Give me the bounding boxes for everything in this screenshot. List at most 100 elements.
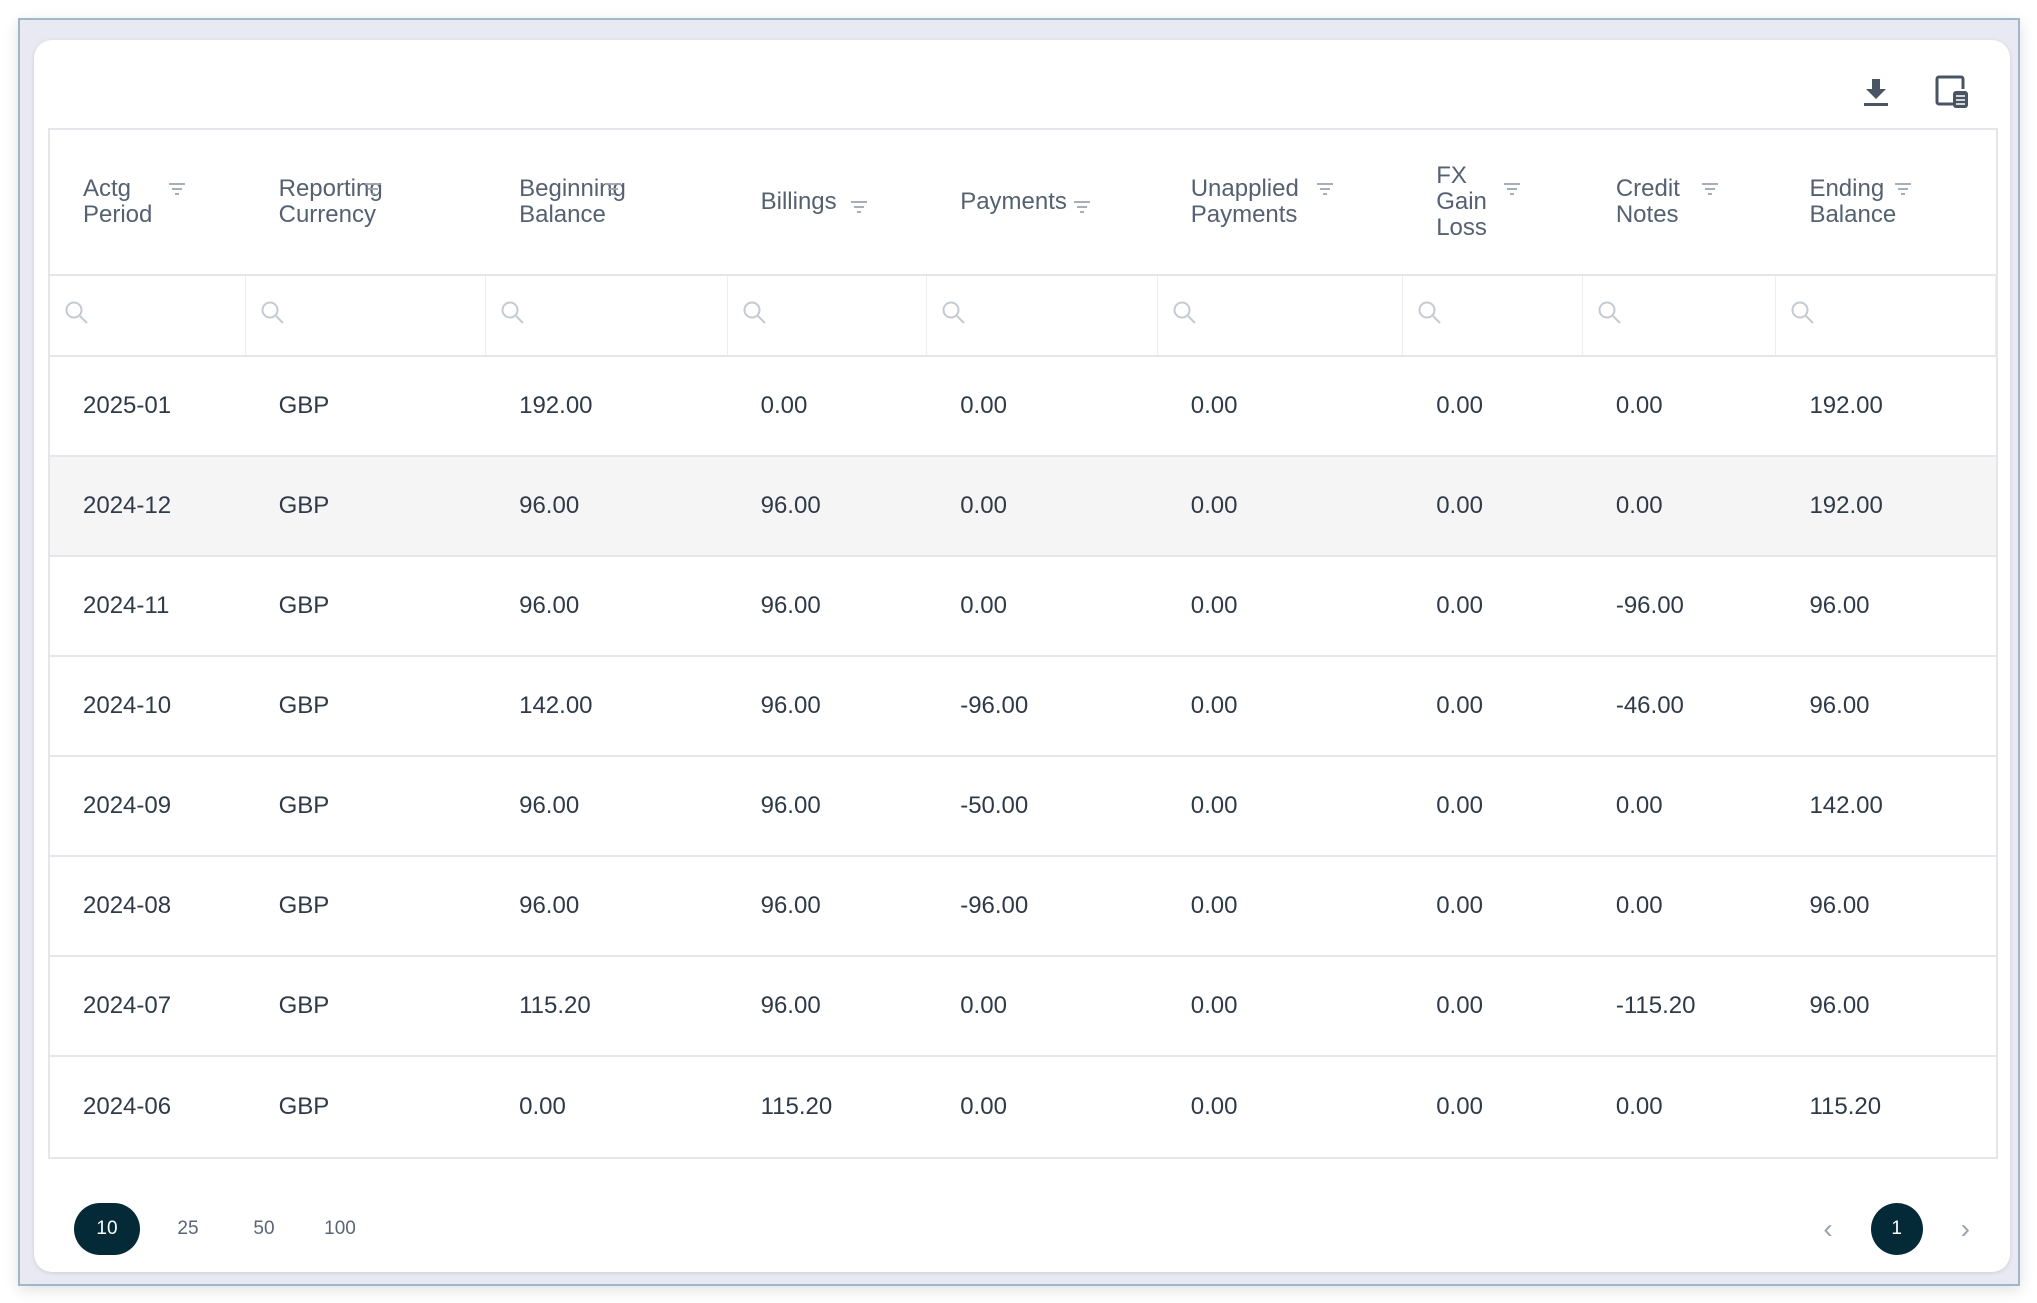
column-search-input[interactable] [927, 276, 1158, 355]
table-cell: 96.00 [1809, 692, 1870, 719]
table-row[interactable]: 2024-08 GBP 96.00 96.00 -96.00 0.00 0.00 0.00 96… [50, 857, 1996, 957]
search-icon [1417, 300, 1443, 331]
column-header[interactable]: FX Gain Loss [1403, 130, 1583, 274]
table-cell: 0.00 [1436, 792, 1483, 819]
column-header[interactable]: Beginning Balance [486, 130, 728, 274]
table-cell: -96.00 [1615, 592, 1684, 619]
column-header[interactable]: Billings [728, 130, 928, 274]
next-page-icon[interactable]: › [1960, 1213, 1970, 1244]
table-cell: 115.20 [1809, 1093, 1882, 1120]
column-settings-icon[interactable] [1934, 74, 1970, 115]
column-header[interactable]: Actg Period [50, 130, 246, 274]
column-header[interactable]: Payments [927, 130, 1158, 274]
column-search-input[interactable] [1403, 276, 1583, 355]
table-cell: 0.00 [1436, 1093, 1483, 1120]
table-row[interactable]: 2025-01 GBP 192.00 0.00 0.00 0.00 0.00 0.00 192.… [50, 357, 1996, 457]
table-cell: 0.00 [1436, 692, 1483, 719]
table-cell: -115.20 [1615, 992, 1696, 1019]
table-row[interactable]: 2024-06 GBP 0.00 115.20 0.00 0.00 0.00 0.00 115.… [50, 1057, 1996, 1157]
download-icon[interactable] [1862, 77, 1890, 112]
search-icon [260, 300, 286, 331]
table-cell: 0.00 [960, 992, 1007, 1019]
column-header[interactable]: Credit Notes [1583, 130, 1777, 274]
table-cell: 2024-08 [83, 892, 172, 919]
table-cell: 0.00 [1190, 992, 1238, 1019]
column-header[interactable]: Unapplied Payments [1158, 130, 1403, 274]
column-header-label: Credit Notes [1615, 175, 1680, 228]
column-header-label: Reporting Currency [278, 175, 383, 228]
column-header-label: Billings [760, 188, 837, 215]
table-cell: GBP [278, 592, 330, 619]
table-cell: GBP [278, 1093, 330, 1120]
table-cell: 0.00 [1190, 692, 1238, 719]
table-cell: 192.00 [1809, 492, 1883, 519]
page-size-option[interactable]: 50 [253, 1218, 275, 1239]
table-cell: 0.00 [1615, 392, 1663, 419]
data-table: Actg Period Reporting Currency Beginning B… [48, 128, 1998, 1159]
table-cell: 0.00 [1190, 1093, 1238, 1120]
filter-icon[interactable] [1894, 176, 1912, 202]
prev-page-icon[interactable]: ‹ [1823, 1213, 1833, 1244]
table-cell: 192.00 [519, 392, 593, 419]
column-header[interactable]: Reporting Currency [246, 130, 487, 274]
filter-icon[interactable] [1701, 176, 1719, 202]
filter-icon[interactable] [1503, 176, 1521, 202]
table-cell: 192.00 [1809, 392, 1883, 419]
column-search-input[interactable] [728, 276, 928, 355]
search-icon [64, 300, 90, 331]
filter-icon[interactable] [168, 176, 186, 202]
page-size-option[interactable]: 100 [324, 1218, 356, 1239]
table-cell: 0.00 [760, 392, 808, 419]
table-cell: -46.00 [1615, 692, 1684, 719]
table-cell: 96.00 [519, 592, 580, 619]
table-row[interactable]: 2024-09 GBP 96.00 96.00 -50.00 0.00 0.00 0.00 14… [50, 757, 1996, 857]
table-cell: 0.00 [1190, 592, 1238, 619]
page-button[interactable]: 1 [1870, 1203, 1923, 1255]
table-row[interactable]: 2024-12 GBP 96.00 96.00 0.00 0.00 0.00 0.00 192.… [50, 457, 1996, 557]
column-header[interactable]: Ending Balance [1776, 130, 1996, 274]
page-size-selector: 10 25 50 100 [74, 1203, 378, 1255]
search-row [50, 276, 1996, 357]
table-cell: 96.00 [760, 592, 821, 619]
table-cell: 0.00 [1615, 1093, 1663, 1120]
table-cell: 2024-12 [83, 492, 172, 519]
table-card: Actg Period Reporting Currency Beginning B… [34, 40, 2010, 1272]
table-cell: 0.00 [1190, 892, 1238, 919]
page-size-option[interactable]: 10 [74, 1203, 140, 1255]
column-header-label: Actg Period [83, 175, 153, 228]
table-cell: 96.00 [1809, 892, 1870, 919]
table-cell: 0.00 [1436, 392, 1483, 419]
column-search-input[interactable] [1583, 276, 1777, 355]
column-header-label: Ending Balance [1809, 175, 1897, 228]
table-cell: 96.00 [1809, 592, 1870, 619]
search-icon [742, 300, 768, 331]
pagination-bar: 10 25 50 100 ‹ 1 › [74, 1203, 1970, 1255]
table-cell: 2024-06 [83, 1093, 172, 1120]
table-cell: 0.00 [1436, 992, 1483, 1019]
column-search-input[interactable] [50, 276, 246, 355]
table-cell: 2024-11 [83, 592, 170, 619]
table-row[interactable]: 2024-10 GBP 142.00 96.00 -96.00 0.00 0.00 -46.0… [50, 657, 1996, 757]
table-cell: 0.00 [1436, 592, 1483, 619]
table-row[interactable]: 2024-07 GBP 115.20 96.00 0.00 0.00 0.00 -115.20… [50, 957, 1996, 1057]
search-icon [1597, 300, 1623, 331]
table-cell: 96.00 [760, 792, 821, 819]
table-cell: 0.00 [1615, 792, 1663, 819]
filter-icon[interactable] [850, 194, 868, 220]
column-search-input[interactable] [1776, 276, 1996, 355]
table-cell: 0.00 [1190, 392, 1238, 419]
column-search-input[interactable] [486, 276, 728, 355]
table-row[interactable]: 2024-11 GBP 96.00 96.00 0.00 0.00 0.00 -96.00 96… [50, 557, 1996, 657]
table-cell: 96.00 [760, 692, 821, 719]
column-search-input[interactable] [246, 276, 487, 355]
filter-icon[interactable] [364, 176, 382, 202]
table-cell: -96.00 [960, 892, 1029, 919]
pager: ‹ 1 › [1823, 1203, 1970, 1255]
filter-icon[interactable] [1073, 194, 1091, 220]
column-search-input[interactable] [1158, 276, 1404, 355]
table-cell: 115.20 [760, 1093, 833, 1120]
table-cell: 2024-10 [83, 692, 172, 719]
page-size-option[interactable]: 25 [177, 1218, 199, 1239]
filter-icon[interactable] [1316, 176, 1334, 202]
filter-icon[interactable] [604, 176, 622, 202]
